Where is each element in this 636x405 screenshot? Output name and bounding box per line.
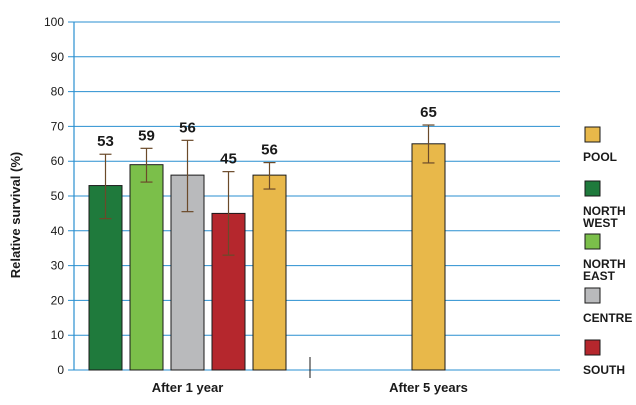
x-category-label: After 1 year <box>152 380 224 395</box>
y-tick-label: 90 <box>51 50 65 64</box>
legend-label: WEST <box>583 216 618 230</box>
y-tick-label: 80 <box>51 85 65 99</box>
legend-swatch <box>584 126 601 143</box>
y-tick-label: 100 <box>44 15 64 29</box>
bar <box>129 164 164 371</box>
data-label: 56 <box>261 142 278 159</box>
bar <box>411 143 446 371</box>
y-tick-label: 70 <box>51 119 65 133</box>
legend-label: NORTH <box>583 204 626 218</box>
y-tick-label: 10 <box>51 328 65 342</box>
legend-swatch <box>584 339 601 356</box>
legend-swatch <box>584 287 601 304</box>
legend-label: NORTH <box>583 257 626 271</box>
legend-label: CENTRE <box>583 311 632 325</box>
bar <box>252 174 287 371</box>
data-label: 59 <box>138 127 155 144</box>
y-tick-label: 0 <box>57 363 64 377</box>
data-labels: 53 59 56 45 56 65 <box>97 104 437 168</box>
data-label: 53 <box>97 133 114 150</box>
y-axis-label: Relative survival (%) <box>8 152 23 278</box>
legend-label: EAST <box>583 269 616 283</box>
legend-swatch <box>584 180 601 197</box>
bars <box>88 124 446 371</box>
legend-label: SOUTH <box>583 363 625 377</box>
axes: 0 10 20 30 40 50 60 70 80 90 100 After 1 year After … <box>44 15 468 395</box>
y-tick-label: 20 <box>51 293 65 307</box>
data-label: 45 <box>220 151 237 168</box>
y-tick-label: 30 <box>51 259 65 273</box>
y-tick-label: 50 <box>51 189 65 203</box>
data-label: 56 <box>179 119 196 136</box>
legend-label: POOL <box>583 150 617 164</box>
legend-swatch <box>584 233 601 250</box>
y-tick-label: 40 <box>51 224 65 238</box>
y-tick-label: 60 <box>51 154 65 168</box>
data-label: 65 <box>420 104 437 121</box>
x-category-label: After 5 years <box>389 380 468 395</box>
